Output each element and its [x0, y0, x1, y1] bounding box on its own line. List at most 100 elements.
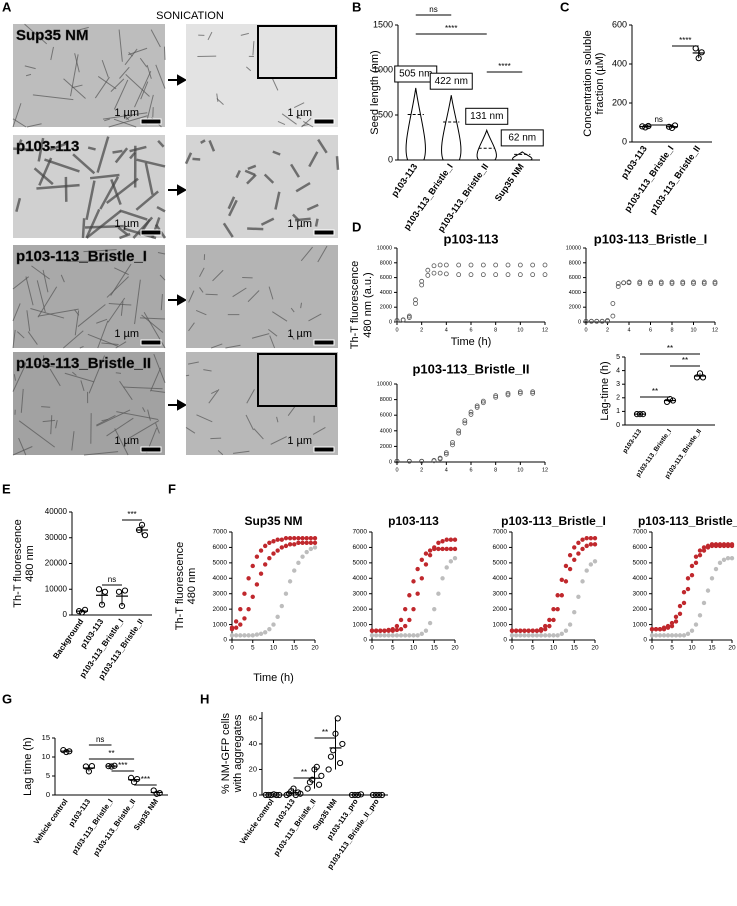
- data-point: [297, 561, 301, 565]
- y-tick-label: 4000: [353, 575, 368, 582]
- data-point: [666, 626, 670, 630]
- data-point: [694, 623, 698, 627]
- data-point: [702, 549, 706, 553]
- data-point: [572, 558, 576, 562]
- data-point: [309, 536, 313, 540]
- x-tick-label: 0: [370, 645, 374, 652]
- data-point: [593, 560, 597, 564]
- data-point: [531, 634, 535, 638]
- panel-label: F: [168, 481, 176, 496]
- data-point: [255, 633, 259, 637]
- significance-label: ns: [96, 735, 104, 744]
- x-tick-label: 20: [311, 645, 319, 652]
- y-tick-label: 0: [616, 422, 620, 429]
- data-point: [292, 536, 296, 540]
- data-point: [263, 544, 267, 548]
- data-point: [710, 576, 714, 580]
- data-point: [424, 552, 428, 556]
- data-point: [556, 634, 560, 638]
- data-point: [412, 634, 416, 638]
- data-point: [284, 536, 288, 540]
- y-tick-label: 8000: [380, 260, 392, 266]
- data-point: [568, 623, 572, 627]
- y-tick-label: 0: [643, 637, 647, 644]
- data-point: [412, 580, 416, 584]
- y-tick-label: 6000: [633, 544, 648, 551]
- data-point: [444, 263, 448, 267]
- y-tick-label: 7000: [353, 529, 368, 536]
- scale-bar: [314, 230, 334, 235]
- y-tick-label: 5000: [213, 560, 228, 567]
- data-point: [408, 618, 412, 622]
- y-axis-label: 480 nm: [24, 545, 36, 582]
- violin: [406, 88, 425, 160]
- data-point: [441, 539, 445, 543]
- data-point: [595, 319, 599, 323]
- data-point: [251, 595, 255, 599]
- data-point: [581, 547, 585, 551]
- data-point: [432, 264, 436, 268]
- x-tick-label: 2: [420, 467, 423, 473]
- y-tick-label: 0: [578, 319, 581, 325]
- y-tick-label: 2000: [493, 606, 508, 613]
- x-tick-label: 10: [517, 327, 523, 333]
- y-tick-label: 400: [612, 58, 627, 68]
- data-point: [548, 634, 552, 638]
- y-axis-label: with aggregates: [232, 714, 244, 793]
- data-point: [654, 634, 658, 638]
- data-point: [564, 629, 568, 633]
- data-point: [543, 273, 547, 277]
- data-point: [391, 634, 395, 638]
- data-point: [682, 601, 686, 605]
- data-point: [527, 629, 531, 633]
- data-point: [255, 583, 259, 587]
- data-point: [481, 273, 485, 277]
- data-point: [686, 576, 690, 580]
- data-point: [268, 541, 272, 545]
- data-point: [506, 273, 510, 277]
- scale-bar-label: 1 µm: [114, 435, 139, 447]
- data-point: [577, 541, 581, 545]
- y-tick-label: 1500: [373, 19, 393, 29]
- x-tick-label: 10: [270, 645, 278, 652]
- significance-label: ns: [429, 5, 437, 14]
- data-point: [428, 621, 432, 625]
- chart-title: p103-113_Bristle_I: [594, 231, 707, 246]
- violin: [477, 130, 496, 160]
- data-point: [416, 592, 420, 596]
- y-tick-label: 8000: [380, 397, 392, 403]
- scale-bar: [141, 230, 161, 235]
- data-point: [469, 273, 473, 277]
- data-point: [292, 569, 296, 573]
- x-tick-label: 20: [728, 645, 736, 652]
- data-point: [292, 543, 296, 547]
- value-label: 62 nm: [508, 133, 536, 144]
- data-point: [686, 632, 690, 636]
- y-tick-label: 10000: [377, 381, 392, 387]
- panel-label: A: [2, 0, 12, 14]
- data-point: [510, 629, 514, 633]
- data-point: [543, 634, 547, 638]
- y-axis-label: fraction (µM): [594, 53, 606, 115]
- data-point: [564, 564, 568, 568]
- y-tick-label: 40: [249, 739, 257, 748]
- data-point: [658, 634, 662, 638]
- data-point: [428, 553, 432, 557]
- data-point: [247, 607, 251, 611]
- data-point: [581, 580, 585, 584]
- y-axis-label: % NM-GFP cells: [220, 712, 232, 794]
- data-point: [251, 634, 255, 638]
- data-point: [722, 558, 726, 562]
- y-tick-label: 5: [616, 354, 620, 361]
- y-tick-label: 0: [363, 637, 367, 644]
- data-point: [535, 629, 539, 633]
- data-point: [399, 627, 403, 631]
- x-tick-label: 4: [445, 327, 448, 333]
- y-tick-label: 1000: [493, 621, 508, 628]
- y-tick-label: 2000: [353, 606, 368, 613]
- data-point: [548, 618, 552, 622]
- value-label: 422 nm: [435, 76, 468, 87]
- data-point: [255, 555, 259, 559]
- data-point: [494, 273, 498, 277]
- data-point: [611, 314, 615, 318]
